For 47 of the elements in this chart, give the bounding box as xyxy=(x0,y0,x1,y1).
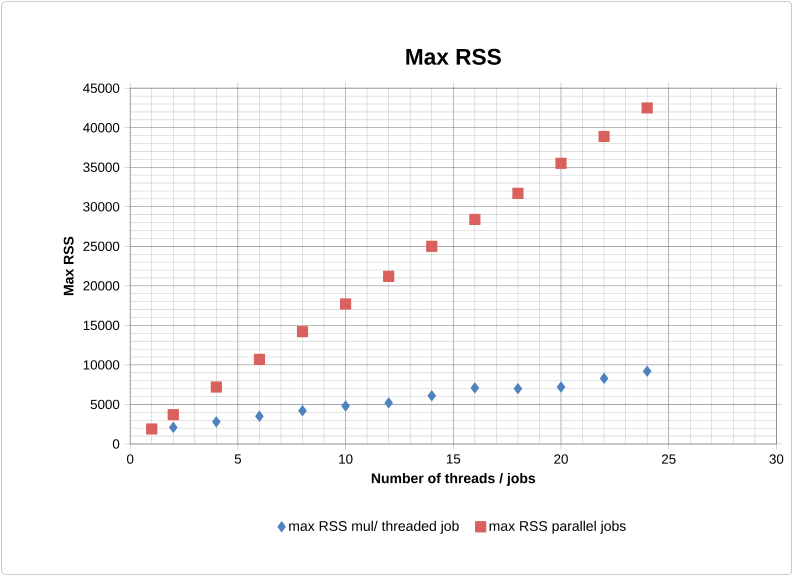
point xyxy=(210,381,222,393)
point xyxy=(341,400,350,412)
point xyxy=(470,382,480,394)
point xyxy=(146,423,158,434)
point xyxy=(642,366,652,377)
point xyxy=(555,158,567,169)
point xyxy=(642,102,653,114)
point xyxy=(384,397,393,408)
point xyxy=(340,298,352,310)
legend-label: max RSS mul/ threaded job xyxy=(289,520,459,534)
x-tick-label: 20 xyxy=(554,454,568,464)
point xyxy=(514,382,522,394)
y-tick-label: 30000 xyxy=(83,202,120,212)
y-tick-label: 10000 xyxy=(84,360,120,370)
x-tick-label: 30 xyxy=(770,454,784,464)
legend-label: max RSS parallel jobs xyxy=(490,520,626,534)
point xyxy=(469,214,480,225)
point xyxy=(168,422,178,433)
x-tick-label: 15 xyxy=(446,454,460,464)
y-tick-label: 40000 xyxy=(83,122,120,132)
x-axis-title: Number of threads / jobs xyxy=(372,472,536,486)
y-tick-label: 45000 xyxy=(83,83,120,93)
x-tick-label: 25 xyxy=(662,454,676,464)
point xyxy=(426,240,438,252)
x-tick-label: 10 xyxy=(339,454,352,464)
y-tick-label: 35000 xyxy=(83,162,120,172)
y-tick-label: 15000 xyxy=(84,320,120,330)
point xyxy=(598,130,610,142)
point xyxy=(298,405,307,416)
y-tick-label: 0 xyxy=(112,439,120,449)
y-tick-label: 25000 xyxy=(83,242,120,251)
point xyxy=(600,372,608,384)
point xyxy=(255,410,264,422)
chart-title: Max RSS xyxy=(406,48,501,65)
point xyxy=(168,409,179,420)
y-tick-label: 5000 xyxy=(90,400,120,410)
point xyxy=(254,354,266,365)
x-tick-label: 5 xyxy=(234,454,242,464)
point xyxy=(427,390,436,402)
x-tick-label: 0 xyxy=(127,454,134,464)
y-axis-title: Max RSS xyxy=(64,236,74,296)
point xyxy=(212,416,221,428)
y-tick-label: 20000 xyxy=(83,281,120,290)
point xyxy=(383,270,394,282)
point xyxy=(512,188,524,199)
point xyxy=(556,381,566,393)
point xyxy=(296,326,308,338)
